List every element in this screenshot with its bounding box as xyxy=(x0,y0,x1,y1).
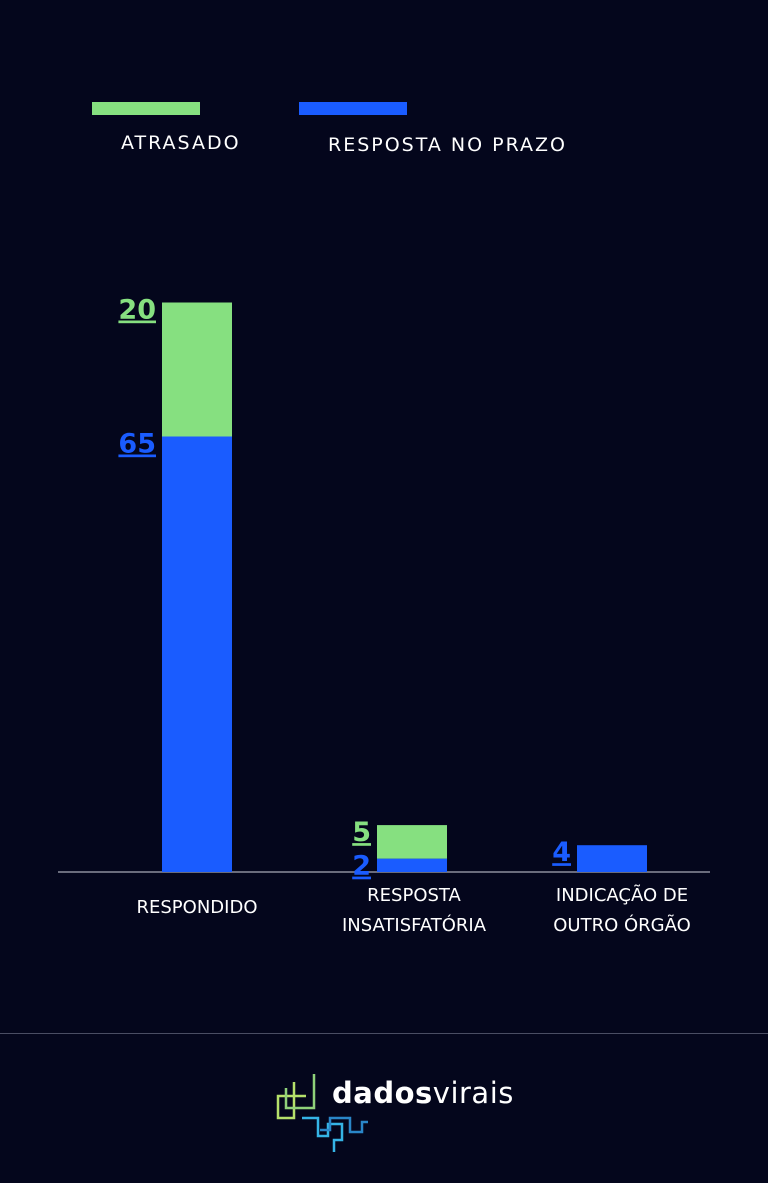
data-label: 4 xyxy=(552,837,571,868)
data-label: 2 xyxy=(352,851,371,882)
data-label: 20 xyxy=(118,295,156,326)
bar-segment-atrasado xyxy=(377,825,447,859)
bar-segment-resposta-no-prazo xyxy=(162,436,232,872)
category-label-line: RESPOSTA xyxy=(367,885,461,906)
category-label-resposta-insatisfatoria: RESPOSTA INSATISFATÓRIA xyxy=(304,881,524,941)
dadosvirais-logo-icon xyxy=(276,1074,368,1152)
category-label-respondido: RESPONDIDO xyxy=(87,893,307,923)
data-label: 65 xyxy=(118,429,156,460)
category-label-line: INSATISFATÓRIA xyxy=(341,915,487,936)
category-label-line: OUTRO ÓRGÃO xyxy=(553,915,691,936)
bar-segment-resposta-no-prazo xyxy=(577,845,647,872)
brand-wordmark: dadosvirais xyxy=(332,1076,514,1110)
legend-swatch-atrasado xyxy=(92,102,200,115)
category-label-line: RESPONDIDO xyxy=(136,897,258,918)
legend-swatch-resposta-no-prazo xyxy=(299,102,407,115)
brand-bold: dados xyxy=(332,1076,433,1110)
legend-label-resposta-no-prazo: RESPOSTA NO PRAZO xyxy=(328,134,567,156)
brand-light: virais xyxy=(432,1076,514,1110)
footer-divider xyxy=(0,1033,768,1034)
data-label: 5 xyxy=(352,817,371,848)
bar-segment-resposta-no-prazo xyxy=(377,858,447,872)
category-label-indicacao-de-outro-orgao: INDICAÇÃO DE OUTRO ÓRGÃO xyxy=(512,881,732,941)
legend-label-atrasado: ATRASADO xyxy=(121,132,241,154)
bar-segment-atrasado xyxy=(162,302,232,437)
category-label-line: INDICAÇÃO DE xyxy=(555,885,689,906)
stacked-bar-chart: 65 20 25 4 xyxy=(58,295,710,882)
